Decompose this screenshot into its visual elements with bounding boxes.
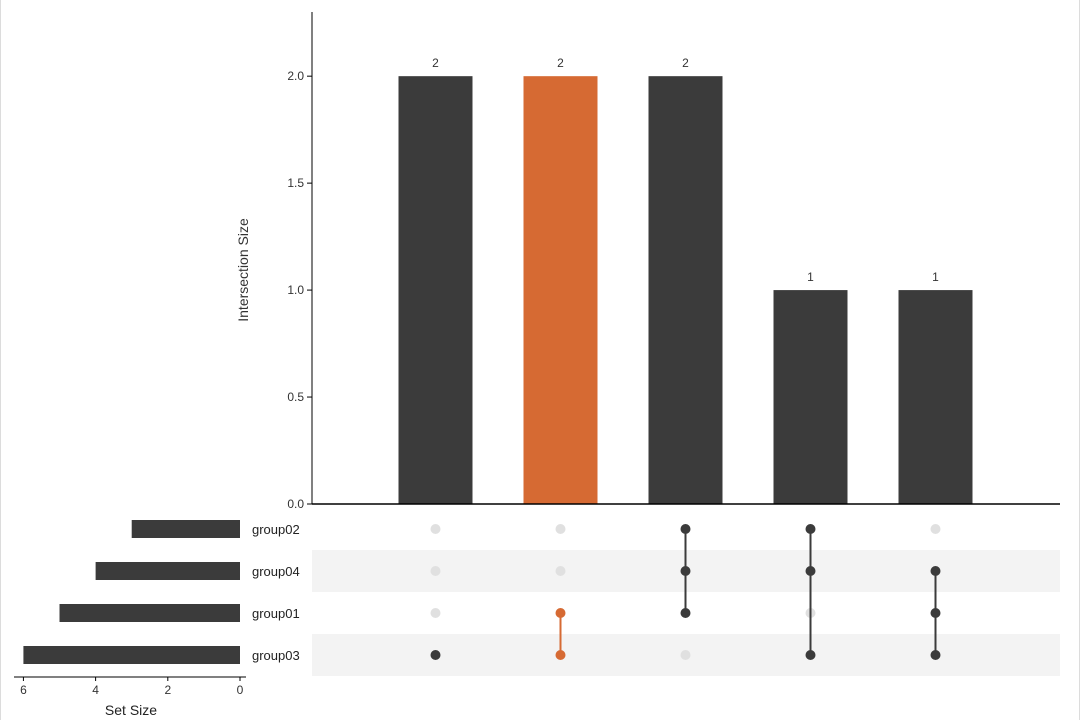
matrix-dot-inactive xyxy=(680,650,691,660)
set-size-axis: 6 4 2 0 xyxy=(14,676,246,697)
matrix-dot-active xyxy=(805,566,816,576)
set-name-label: group03 xyxy=(252,648,300,663)
y-axis-tick-label: 1.5 xyxy=(287,176,304,190)
intersection-bars xyxy=(398,76,973,504)
intersection-size-axis: 0.0 0.5 1.0 1.5 2.0 xyxy=(287,12,1060,511)
matrix-dot-inactive xyxy=(430,524,441,534)
y-axis-tick-label: 1.0 xyxy=(287,283,304,297)
matrix-dot-inactive xyxy=(555,524,566,534)
matrix-dot-inactive xyxy=(555,566,566,576)
set-size-bar xyxy=(95,562,240,580)
set-name-labels: group02 group04 group01 group03 xyxy=(252,522,300,663)
matrix-dot-inactive xyxy=(430,608,441,618)
intersection-bar-value-label: 1 xyxy=(807,270,814,284)
intersection-bar xyxy=(648,76,723,504)
intersection-bar xyxy=(523,76,598,504)
matrix-dot-active xyxy=(430,650,441,660)
matrix-dot-active xyxy=(930,566,941,576)
intersection-bar xyxy=(773,290,848,504)
intersection-bar-value-label: 1 xyxy=(932,270,939,284)
set-size-bar xyxy=(23,646,240,664)
set-size-bar xyxy=(59,604,241,622)
y-axis-label: Intersection Size xyxy=(235,218,251,322)
matrix-dot-active xyxy=(555,650,566,660)
set-name-label: group02 xyxy=(252,522,300,537)
left-frame-edge xyxy=(0,0,1,720)
intersection-bar-value-label: 2 xyxy=(682,56,689,70)
set-size-axis-tick-label: 0 xyxy=(237,683,244,697)
matrix-dot-inactive xyxy=(930,524,941,534)
intersection-bar xyxy=(898,290,973,504)
intersection-matrix xyxy=(430,524,941,660)
set-name-label: group01 xyxy=(252,606,300,621)
y-axis-tick-label: 0.0 xyxy=(287,497,304,511)
matrix-dot-active xyxy=(555,608,566,618)
matrix-dot-active xyxy=(805,524,816,534)
set-size-bars xyxy=(23,520,241,664)
matrix-dot-active xyxy=(680,608,691,618)
set-size-axis-tick-label: 6 xyxy=(20,683,27,697)
intersection-bar xyxy=(398,76,473,504)
y-axis-tick-label: 0.5 xyxy=(287,390,304,404)
set-name-label: group04 xyxy=(252,564,300,579)
intersection-bar-labels: 2 2 2 1 1 xyxy=(432,56,939,284)
intersection-bar-value-label: 2 xyxy=(557,56,564,70)
matrix-dot-active xyxy=(930,650,941,660)
matrix-dot-active xyxy=(680,566,691,576)
set-size-axis-label: Set Size xyxy=(105,702,157,718)
intersection-bar-value-label: 2 xyxy=(432,56,439,70)
matrix-dot-active xyxy=(680,524,691,534)
matrix-dot-active xyxy=(805,650,816,660)
set-size-axis-tick-label: 2 xyxy=(164,683,171,697)
set-size-axis-tick-label: 4 xyxy=(92,683,99,697)
matrix-dot-active xyxy=(930,608,941,618)
set-size-bar xyxy=(131,520,240,538)
y-axis-tick-label: 2.0 xyxy=(287,69,304,83)
matrix-dot-inactive xyxy=(430,566,441,576)
